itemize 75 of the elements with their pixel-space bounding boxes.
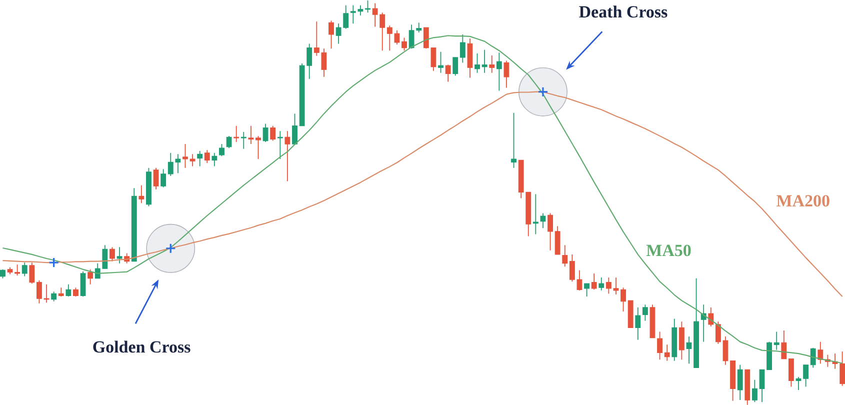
candlestick [22,262,28,277]
candlestick [445,64,451,82]
candlestick [620,286,626,312]
candlestick [80,270,86,297]
candlestick [796,376,802,390]
candlestick [284,130,290,182]
candlestick [678,320,684,360]
candlestick [788,358,794,387]
candlestick [234,125,240,142]
candlestick [138,184,144,204]
candlestick [438,51,444,74]
candlestick [88,268,94,285]
candlestick [598,276,604,291]
candlestick [781,330,787,360]
candlestick [402,37,407,51]
candlestick [44,284,50,303]
candlestick [752,379,758,402]
candlestick [277,130,283,160]
candlestick [240,131,246,150]
candlestick [328,20,334,49]
candlestick [110,246,115,262]
candlestick [14,264,20,276]
candlestick [160,168,166,188]
candlestick [540,212,546,228]
series-label: MA50 [646,244,691,256]
candlestick [504,60,510,88]
candlestick [584,282,590,297]
candlestick [29,262,35,284]
candlestick [722,336,728,366]
candlestick [548,212,553,251]
candlestick [489,54,495,74]
candlestick [496,52,502,91]
candlestick [365,0,370,13]
annotation: Death Cross [579,5,668,18]
candlestick [511,112,516,168]
candlestick [715,320,721,344]
candlestick [153,167,159,190]
candlestick [204,149,210,164]
candlestick [51,291,57,302]
candlestick [292,113,298,146]
candlestick [36,280,42,304]
candlestick [664,344,670,362]
candlestick [810,347,816,368]
candlestick [635,306,641,340]
candlestick [182,143,188,168]
candlestick [686,336,692,364]
candlestick [256,135,261,160]
candlestick [219,143,224,156]
candlestick [562,244,568,267]
candlestick [774,331,780,350]
candlestick [248,125,254,144]
candlestick [262,123,268,142]
candlestick [452,56,458,76]
candlestick [591,272,597,290]
candlestick [66,284,72,297]
candlestick [116,246,122,264]
candlestick [270,125,276,142]
candlestick [197,150,203,167]
candlestick [467,38,473,78]
candlestick [642,304,648,322]
candlestick [474,52,480,74]
candlestick [482,49,488,74]
candlestick [708,306,714,327]
annotation: Golden Cross [93,340,190,352]
candlestick [657,331,662,360]
candlestick [460,34,466,64]
candlestick [818,341,824,364]
candlestick [226,135,232,148]
candlestick [554,226,560,255]
candlestick [803,364,809,387]
candlestick [190,154,196,167]
candlestick [212,152,218,167]
candlestick [759,369,765,402]
series-label: MA200 [776,194,830,206]
candlestick [737,364,743,400]
